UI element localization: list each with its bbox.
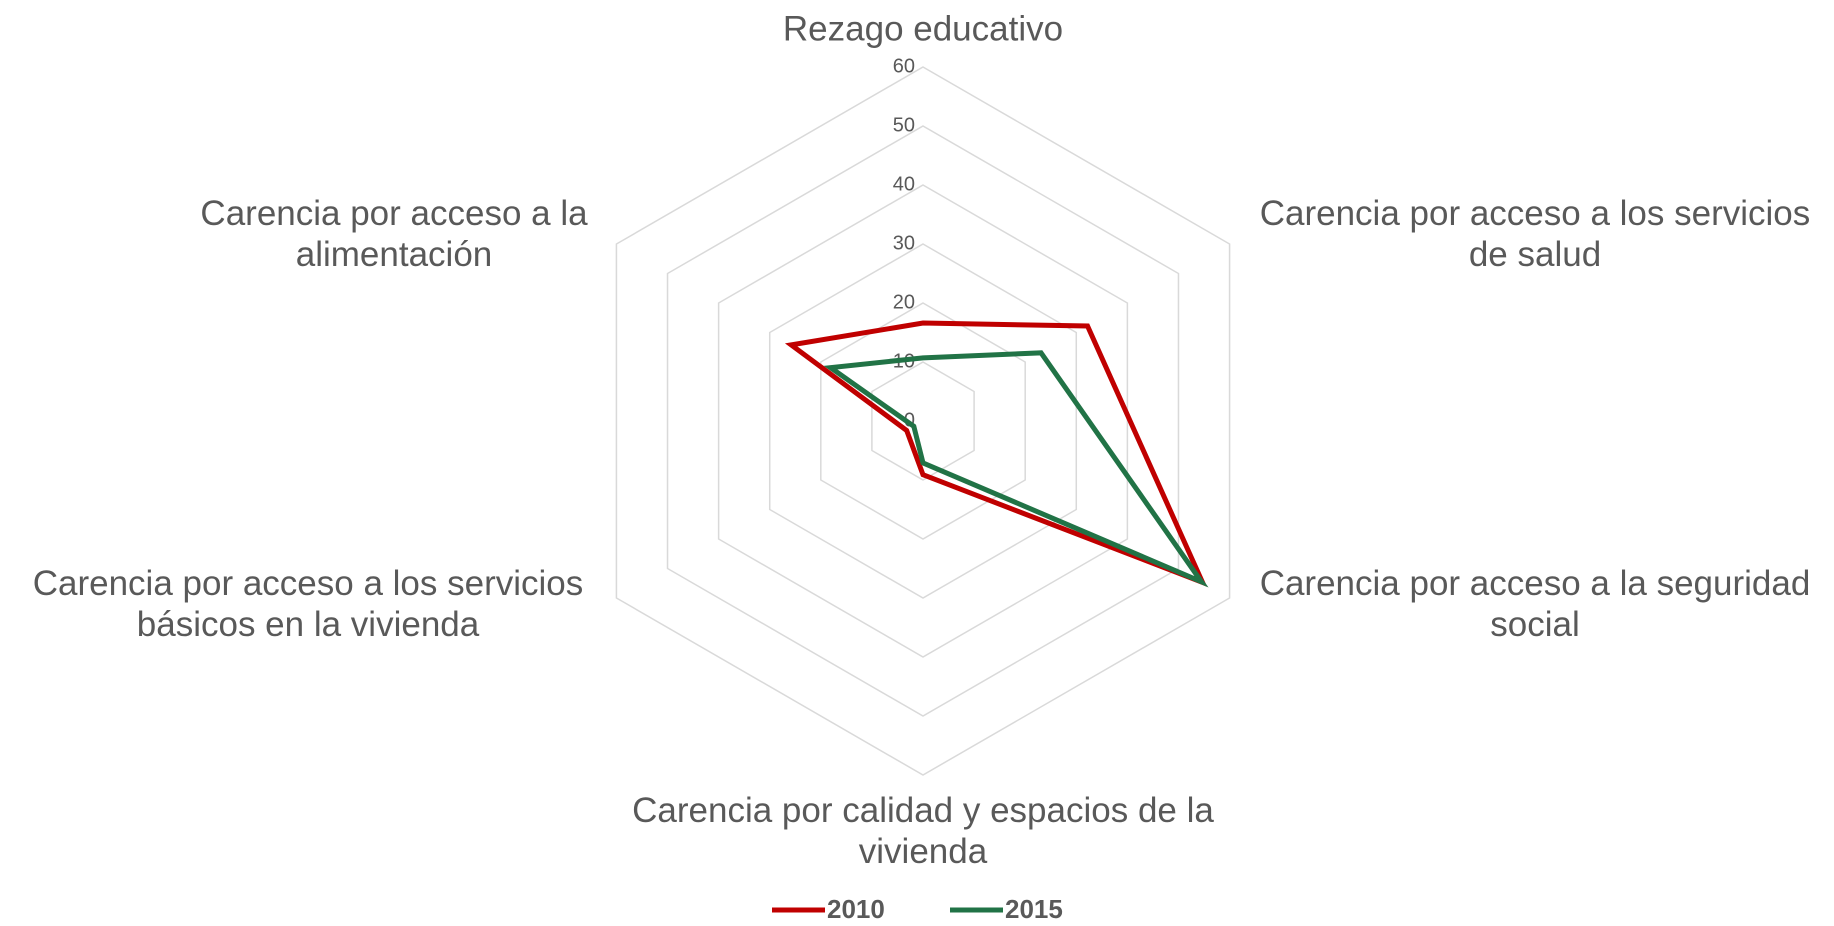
axis-label: Carencia por acceso a la alimentación: [200, 194, 588, 274]
series-line: [784, 320, 1208, 587]
legend-label: 2010: [827, 894, 885, 924]
tick-label: 20: [893, 291, 915, 313]
tick-label: 50: [893, 114, 915, 136]
tick-label: 40: [893, 173, 915, 195]
grid-ring: [666, 125, 1180, 717]
tick-label: 60: [893, 55, 915, 77]
axis-label: Carencia por acceso a la seguridad socia…: [1259, 564, 1811, 644]
axis-label: Rezago educativo: [782, 9, 1064, 49]
tick-label: 30: [893, 232, 915, 254]
axis-label: Carencia por acceso a los servicios bási…: [32, 564, 584, 644]
series-line: [823, 350, 1209, 588]
grid-ring: [717, 184, 1129, 658]
grid-ring: [871, 361, 975, 481]
grid-ring: [820, 302, 1026, 540]
grid-ring: [615, 66, 1231, 776]
grid-ring: [768, 243, 1078, 599]
axis-label: Carencia por acceso a los servicios de s…: [1259, 194, 1811, 274]
axis-label: Carencia por calidad y espacios de la vi…: [632, 791, 1214, 871]
legend-label: 2015: [1005, 894, 1063, 924]
